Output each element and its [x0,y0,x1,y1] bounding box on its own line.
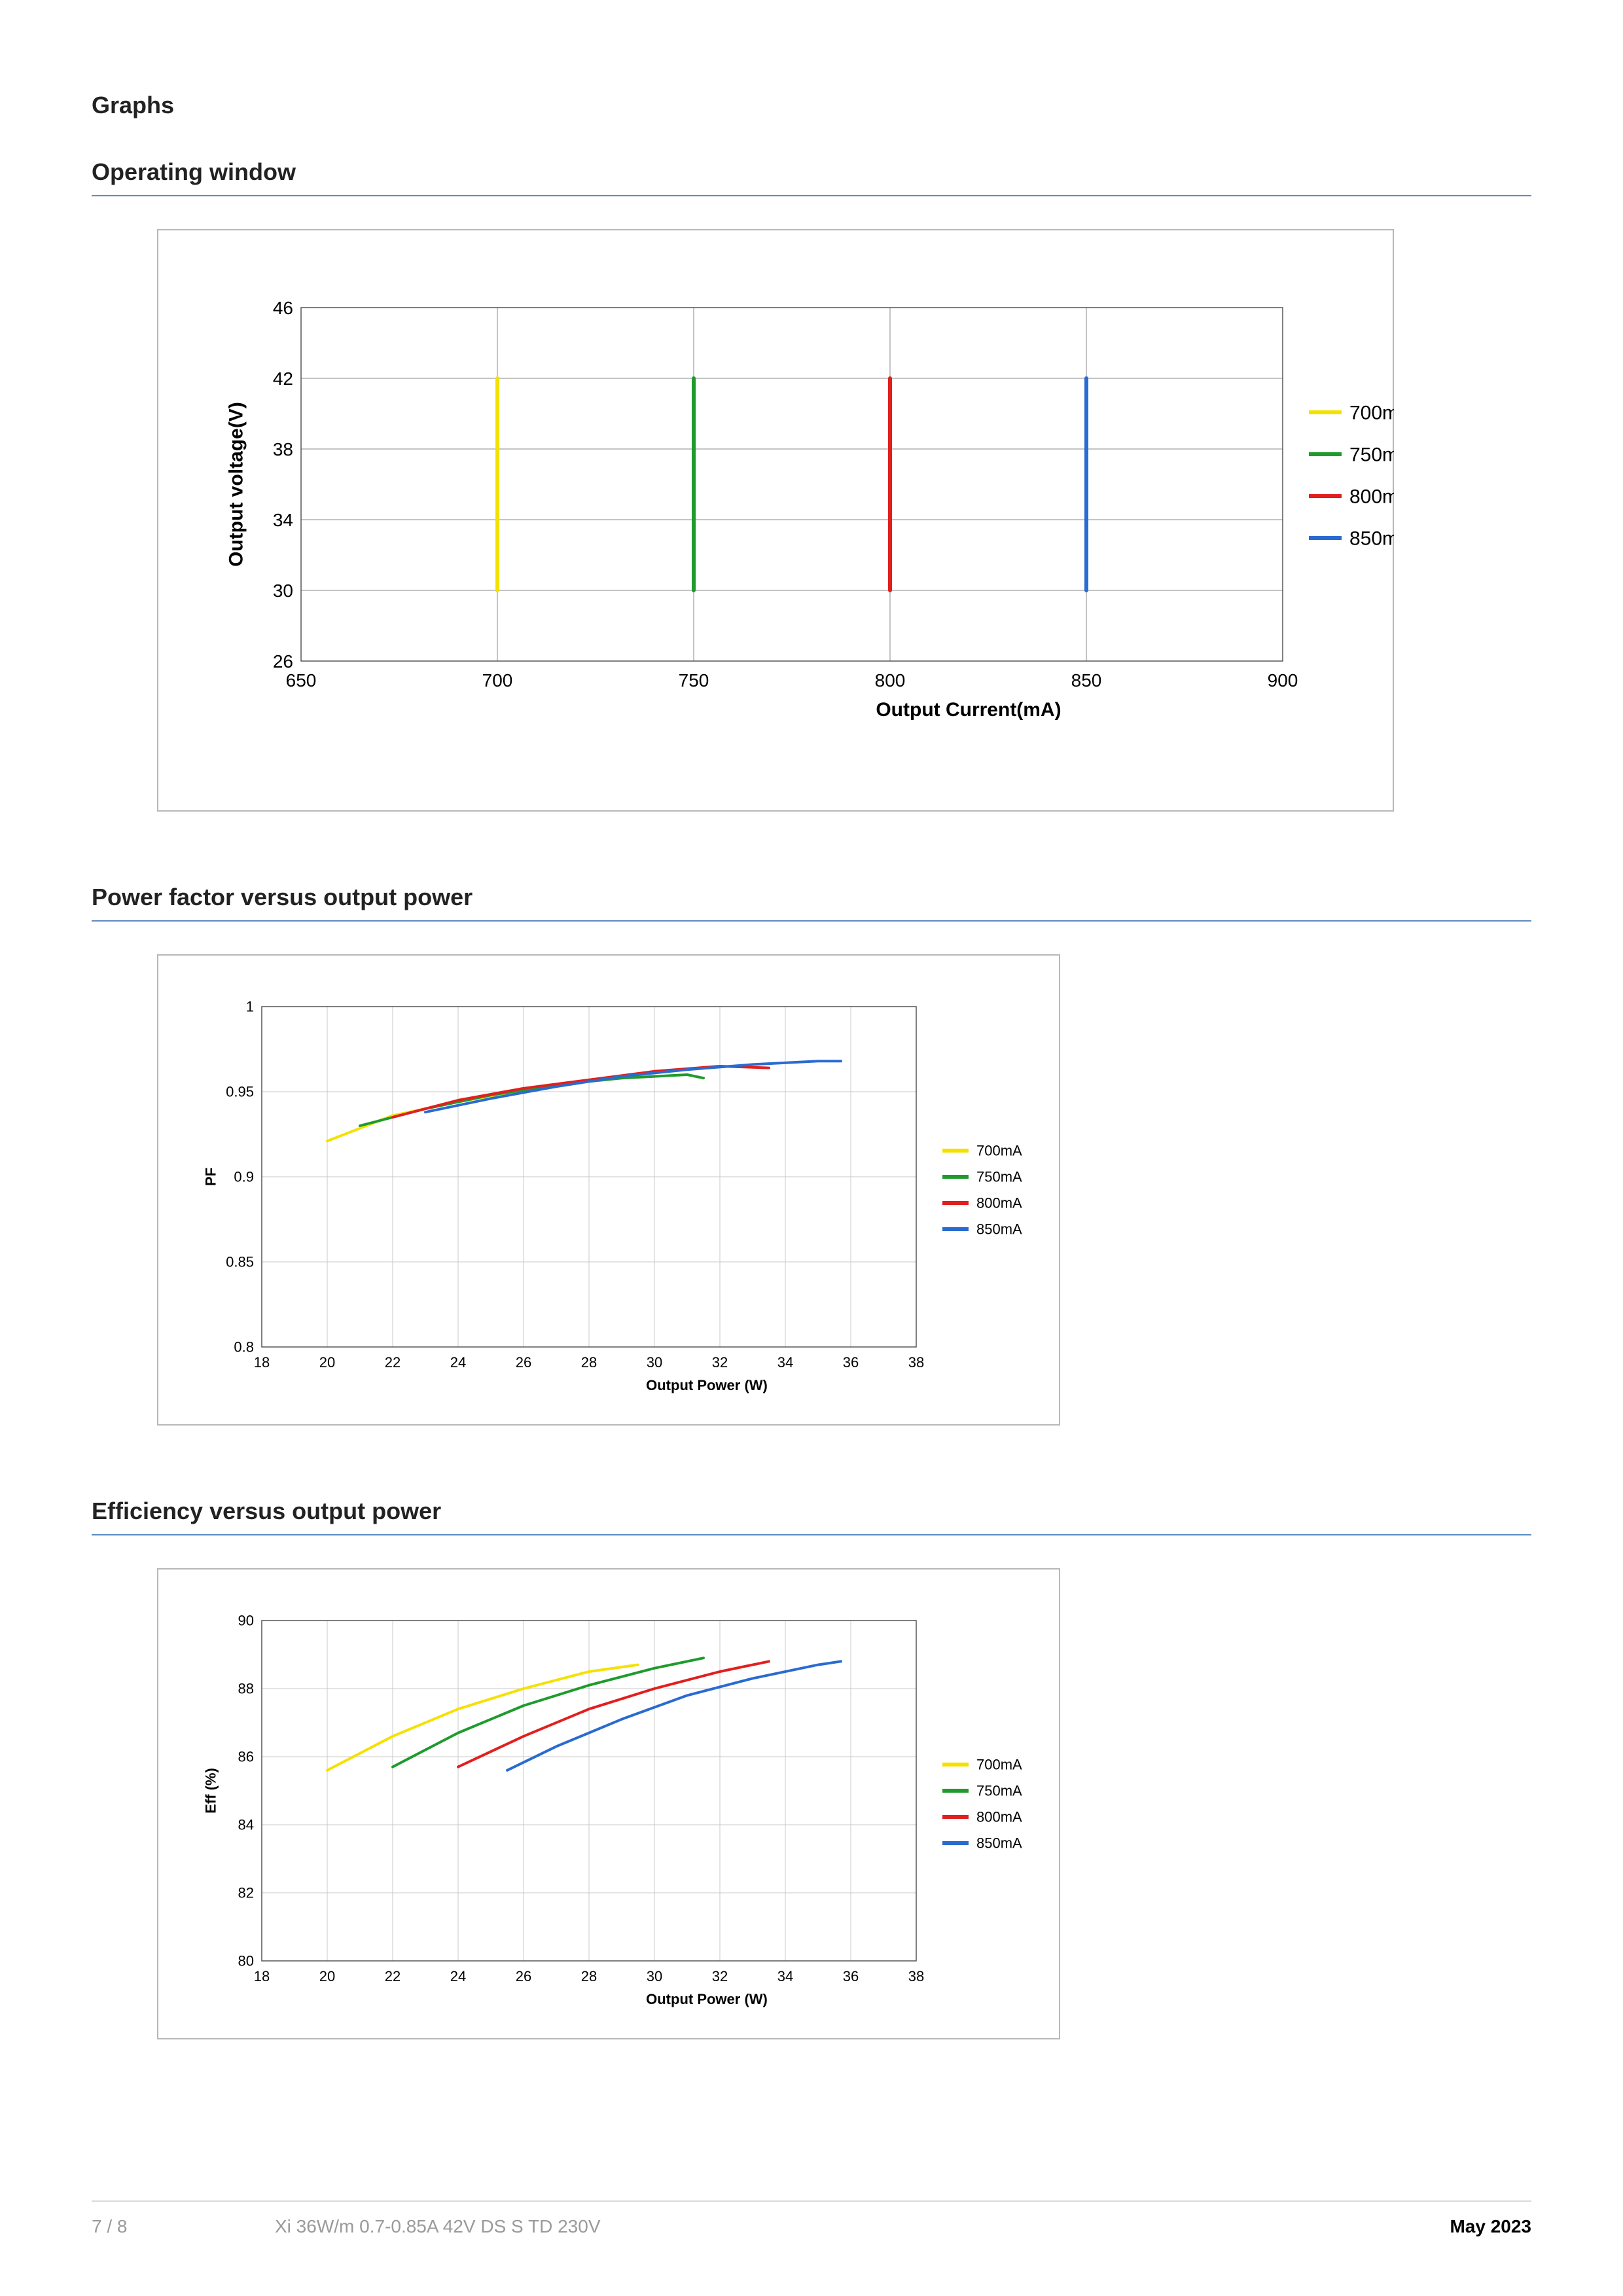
page-footer: 7 / 8 Xi 36W/m 0.7-0.85A 42V DS S TD 230… [92,2200,1531,2237]
svg-text:34: 34 [273,510,293,530]
svg-text:700mA: 700mA [976,1757,1022,1773]
svg-text:18: 18 [254,1968,270,1984]
svg-text:Eff (%): Eff (%) [203,1768,219,1814]
page: Graphs Operating window 650 700 750 800 850 9… [0,0,1623,2296]
svg-text:800mA: 800mA [976,1195,1022,1211]
svg-text:1: 1 [246,999,254,1015]
svg-text:38: 38 [908,1968,924,1984]
svg-text:30: 30 [273,581,293,601]
svg-text:700: 700 [482,670,513,691]
svg-text:22: 22 [385,1968,401,1984]
svg-text:Output voltage(V): Output voltage(V) [225,402,247,567]
svg-text:900: 900 [1268,670,1298,691]
svg-text:38: 38 [908,1354,924,1371]
page-title: Graphs [92,92,1531,119]
svg-text:84: 84 [238,1817,254,1833]
section-rule [92,920,1531,922]
svg-text:750: 750 [679,670,709,691]
chart-power-factor: 18 20 22 24 26 28 30 32 34 36 38 0.8 0.85 0.9 0.95 1 Out… [92,954,1531,1426]
svg-text:0.95: 0.95 [226,1084,254,1100]
svg-text:750mA: 750mA [1349,444,1394,466]
svg-text:42: 42 [273,368,293,389]
svg-text:88: 88 [238,1681,254,1697]
svg-text:26: 26 [273,651,293,672]
svg-text:Output Current(mA): Output Current(mA) [876,699,1061,721]
svg-text:800mA: 800mA [1349,486,1394,508]
svg-text:86: 86 [238,1749,254,1765]
svg-text:36: 36 [843,1968,859,1984]
svg-text:32: 32 [712,1354,728,1371]
svg-text:850mA: 850mA [976,1221,1022,1238]
chart-efficiency: 18 20 22 24 26 28 30 32 34 36 38 80 82 84 86 88 90 Output… [92,1568,1531,2039]
svg-text:24: 24 [450,1968,466,1984]
svg-text:90: 90 [238,1613,254,1629]
footer-model: Xi 36W/m 0.7-0.85A 42V DS S TD 230V [275,2216,1450,2237]
svg-text:18: 18 [254,1354,270,1371]
svg-text:0.85: 0.85 [226,1254,254,1270]
svg-text:0.8: 0.8 [234,1339,254,1355]
svg-text:82: 82 [238,1885,254,1901]
section-heading-efficiency: Efficiency versus output power [92,1498,1531,1525]
svg-text:800mA: 800mA [976,1809,1022,1825]
svg-text:650: 650 [286,670,317,691]
svg-text:20: 20 [319,1354,335,1371]
page-number: 7 / 8 [92,2216,275,2237]
svg-text:PF: PF [203,1168,219,1186]
svg-text:34: 34 [777,1968,793,1984]
svg-text:850mA: 850mA [976,1835,1022,1852]
svg-text:Output Power (W): Output Power (W) [646,1991,768,2007]
svg-text:80: 80 [238,1953,254,1969]
svg-text:34: 34 [777,1354,793,1371]
svg-text:750mA: 750mA [976,1783,1022,1799]
section-heading-power-factor: Power factor versus output power [92,884,1531,911]
section-heading-operating-window: Operating window [92,158,1531,186]
svg-text:28: 28 [581,1354,597,1371]
svg-text:850mA: 850mA [1349,528,1394,550]
svg-text:0.9: 0.9 [234,1169,254,1185]
svg-text:38: 38 [273,439,293,459]
svg-text:20: 20 [319,1968,335,1984]
section-rule [92,195,1531,196]
chart-operating-window: 650 700 750 800 850 900 26 30 34 38 42 46 Output Cur… [92,229,1531,812]
svg-text:30: 30 [647,1968,662,1984]
svg-text:26: 26 [516,1354,531,1371]
svg-text:750mA: 750mA [976,1169,1022,1185]
svg-text:22: 22 [385,1354,401,1371]
svg-text:850: 850 [1071,670,1102,691]
svg-text:46: 46 [273,298,293,318]
svg-text:26: 26 [516,1968,531,1984]
svg-text:28: 28 [581,1968,597,1984]
svg-text:700mA: 700mA [1349,403,1394,424]
svg-text:30: 30 [647,1354,662,1371]
svg-text:36: 36 [843,1354,859,1371]
footer-date: May 2023 [1450,2216,1531,2237]
svg-text:700mA: 700mA [976,1143,1022,1159]
svg-text:32: 32 [712,1968,728,1984]
svg-text:Output Power (W): Output Power (W) [646,1377,768,1393]
section-rule [92,1534,1531,1535]
svg-text:24: 24 [450,1354,466,1371]
svg-text:800: 800 [875,670,906,691]
